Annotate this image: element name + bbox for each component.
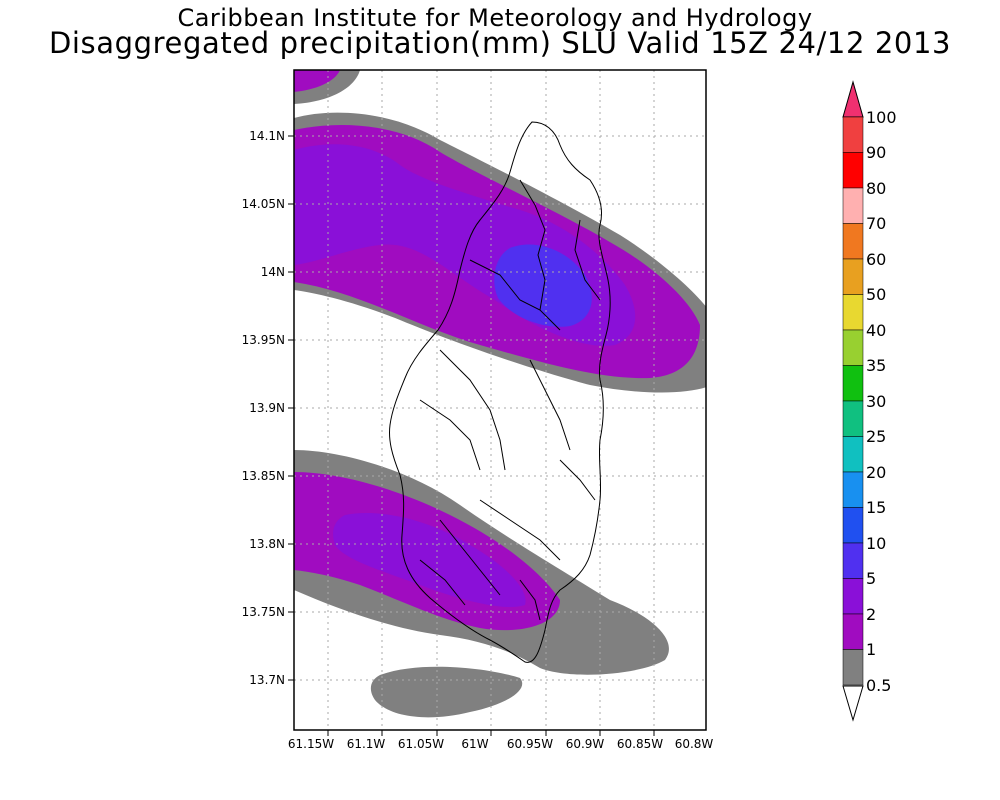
institute-title: Caribbean Institute for Meteorology and …: [177, 4, 813, 32]
colorbar-swatch: [842, 329, 864, 366]
colorbar-swatch: [842, 116, 864, 153]
colorbar-labels: 100 90 80 70 60 50 40 35 30 25 20 15 10 …: [866, 108, 897, 695]
colorbar-swatch: [842, 400, 864, 437]
lon-label: 60.95W: [507, 737, 553, 751]
lat-ticks: [288, 135, 294, 681]
colorbar-swatch: [842, 152, 864, 189]
island-outline: [389, 121, 611, 663]
lat-label: 14.05N: [242, 197, 285, 211]
lon-label: 61W: [461, 737, 488, 751]
colorbar-top-arrow: [842, 80, 864, 118]
lon-label: 60.8W: [675, 737, 714, 751]
colorbar-swatch: [842, 613, 864, 650]
colorbar-label: 10: [866, 534, 886, 553]
colorbar-swatch: [842, 507, 864, 544]
colorbar-label: 1: [866, 640, 876, 659]
colorbar-label: 5: [866, 569, 876, 588]
lat-label: 13.7N: [249, 673, 285, 687]
colorbar-label: 60: [866, 250, 886, 269]
map-frame: [293, 69, 707, 731]
colorbar-swatch: [842, 649, 864, 686]
precipitation-shading: [294, 70, 706, 718]
colorbar-label: 90: [866, 143, 886, 162]
lon-label: 60.9W: [566, 737, 605, 751]
colorbar-label: 2: [866, 605, 876, 624]
colorbar-label: 30: [866, 392, 886, 411]
colorbar-label: 70: [866, 214, 886, 233]
coastline: [389, 121, 611, 663]
colorbar: 100 90 80 70 60 50 40 35 30 25 20 15 10 …: [842, 80, 897, 722]
lon-labels: 61.15W 61.1W 61.05W 61W 60.95W 60.9W 60.…: [288, 737, 714, 751]
colorbar-bottom-arrow: [842, 685, 864, 722]
colorbar-swatch: [842, 436, 864, 473]
lat-label: 13.9N: [249, 401, 285, 415]
graticule: [294, 70, 706, 730]
colorbar-label: 15: [866, 498, 886, 517]
lat-labels: 14.1N 14.05N 14N 13.95N 13.9N 13.85N 13.…: [242, 129, 285, 687]
colorbar-swatch: [842, 223, 864, 260]
colorbar-label: 20: [866, 463, 886, 482]
rain-area-north-5mm: [494, 244, 592, 327]
rain-area-southwest-0.5mm: [370, 666, 523, 718]
colorbar-swatch: [842, 542, 864, 579]
lon-ticks: [327, 730, 655, 736]
colorbar-swatch: [842, 294, 864, 331]
lon-label: 61.05W: [398, 737, 444, 751]
lat-label: 14N: [261, 265, 285, 279]
colorbar-swatch: [842, 258, 864, 295]
lon-label: 60.85W: [617, 737, 663, 751]
lat-label: 14.1N: [249, 129, 285, 143]
colorbar-swatches: [842, 116, 864, 686]
colorbar-label: 50: [866, 285, 886, 304]
colorbar-swatch: [842, 578, 864, 615]
map-title: Disaggregated precipitation(mm) SLU Vali…: [48, 26, 952, 60]
lat-label: 13.8N: [249, 537, 285, 551]
colorbar-label: 80: [866, 179, 886, 198]
colorbar-label: 100: [866, 108, 897, 127]
colorbar-label: 35: [866, 356, 886, 375]
lat-label: 13.95N: [242, 333, 285, 347]
rain-area-northwest-1mm: [294, 70, 340, 92]
lat-label: 13.75N: [242, 605, 285, 619]
colorbar-swatch: [842, 365, 864, 402]
rain-area-south-2mm: [333, 513, 526, 608]
colorbar-swatch: [842, 471, 864, 508]
colorbar-label: 25: [866, 427, 886, 446]
colorbar-label: 40: [866, 321, 886, 340]
colorbar-swatch: [842, 187, 864, 224]
lon-label: 61.1W: [347, 737, 386, 751]
lon-label: 61.15W: [288, 737, 334, 751]
river-network: [419, 179, 601, 621]
colorbar-label: 0.5: [866, 676, 891, 695]
lat-label: 13.85N: [242, 469, 285, 483]
